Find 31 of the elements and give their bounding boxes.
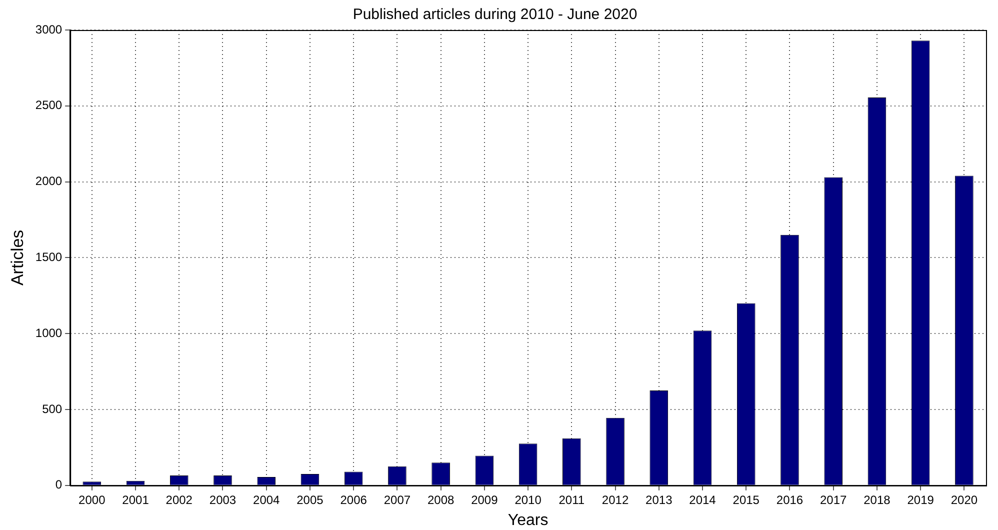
x-tick-label: 2016 [776,492,804,507]
x-tick-label: 2003 [209,492,236,507]
x-axis-title: Years [508,512,548,529]
x-tick-label: 2019 [907,492,934,507]
x-tick-label: 2010 [514,492,542,507]
x-tick-label: 2018 [864,492,891,507]
y-tick-label: 1500 [35,250,62,264]
x-tick-label: 2015 [732,492,760,507]
y-tick-label: 0 [55,478,62,492]
x-tick-label: 2012 [602,492,629,507]
x-tick-label: 2002 [166,492,193,507]
x-tick-label: 2017 [820,492,848,507]
x-tick-label: 2013 [646,492,673,507]
x-tick-label: 2011 [558,492,585,507]
y-tick-label: 500 [42,402,62,416]
y-tick-label: 2500 [35,98,62,112]
x-tick-label: 2014 [689,492,716,507]
y-axis-title: Articles [8,230,27,286]
x-tick-label: 2005 [296,492,324,507]
x-tick-label: 2000 [78,492,106,507]
x-tick-label: 2007 [384,492,411,507]
x-tick-label: 2001 [122,492,150,507]
y-tick-label: 3000 [35,22,62,36]
x-tick-label: 2009 [471,492,498,507]
x-tick-label: 2008 [427,492,454,507]
x-tick-label: 2004 [253,492,280,507]
chart-title: Published articles during 2010 - June 2020 [352,6,638,24]
x-tick-label: 2006 [340,492,368,507]
x-tick-label: 2020 [950,492,978,507]
y-tick-label: 1000 [35,326,62,340]
y-tick-label: 2000 [35,174,62,188]
